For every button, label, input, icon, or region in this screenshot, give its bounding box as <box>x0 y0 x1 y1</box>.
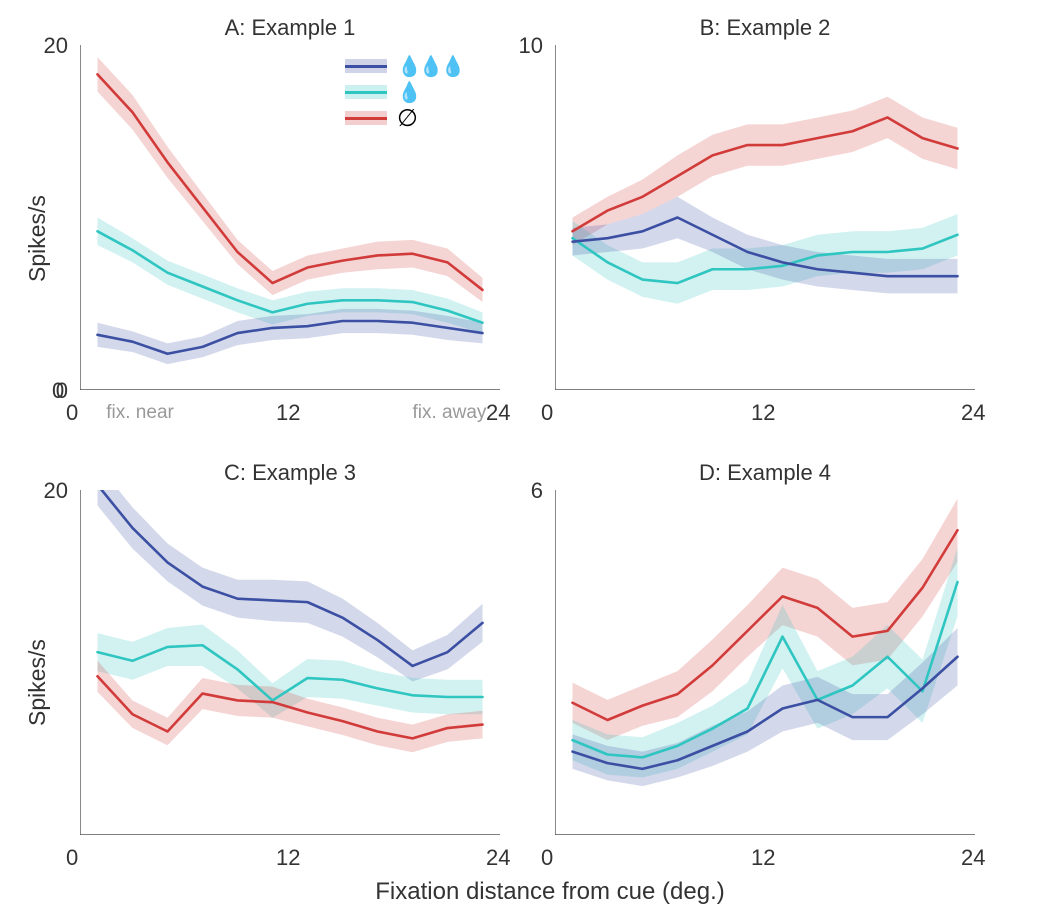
legend-entry-teal: 💧 <box>345 79 463 105</box>
ytick-label: 20 <box>28 33 68 59</box>
xtick-label: 0 <box>541 400 553 426</box>
legend-icon: 💧 <box>397 80 419 105</box>
xtick-label: 12 <box>751 400 775 426</box>
figure: Spikes/s Spikes/s Fixation distance from… <box>0 0 1050 923</box>
legend-icon: 💧💧💧 <box>397 54 463 79</box>
panel-D: D: Example 4012246 <box>555 490 975 835</box>
panel-title: D: Example 4 <box>555 460 975 486</box>
ytick-label: 6 <box>503 478 543 504</box>
legend-entry-red: ∅ <box>345 105 463 131</box>
xtick-label: 24 <box>486 845 510 871</box>
xtick-label: 24 <box>961 400 985 426</box>
band-blue <box>98 309 483 364</box>
ylabel-bottom: Spikes/s <box>24 639 51 726</box>
xtick-label: 12 <box>751 845 775 871</box>
xtick-label: 0 <box>66 845 78 871</box>
xtick-label: 12 <box>276 845 300 871</box>
xtick-label: 0 <box>541 845 553 871</box>
legend-swatch <box>345 57 387 75</box>
panel-title: C: Example 3 <box>80 460 500 486</box>
panel-title: A: Example 1 <box>80 15 500 41</box>
xtick-label: 24 <box>961 845 985 871</box>
legend-icon: ∅ <box>397 104 418 133</box>
xtick-label: 12 <box>276 400 300 426</box>
ytick-label: 20 <box>28 478 68 504</box>
band-teal <box>573 548 958 778</box>
ytick-label: 0 <box>52 378 64 404</box>
legend-swatch <box>345 83 387 101</box>
legend: 💧💧💧 💧 ∅ <box>345 53 463 131</box>
panel-title: B: Example 2 <box>555 15 975 41</box>
panel-C: C: Example 30122420 <box>80 490 500 835</box>
axis-annotation: fix. near <box>106 402 174 424</box>
xlabel: Fixation distance from cue (deg.) <box>300 878 800 906</box>
axis-annotation: fix. away <box>413 402 487 424</box>
legend-entry-blue: 💧💧💧 <box>345 53 463 79</box>
xtick-label: 24 <box>486 400 510 426</box>
panel-B: B: Example 20122410 <box>555 45 975 390</box>
legend-swatch <box>345 109 387 127</box>
ylabel-top: Spikes/s <box>24 195 51 282</box>
ytick-label: 10 <box>503 33 543 59</box>
